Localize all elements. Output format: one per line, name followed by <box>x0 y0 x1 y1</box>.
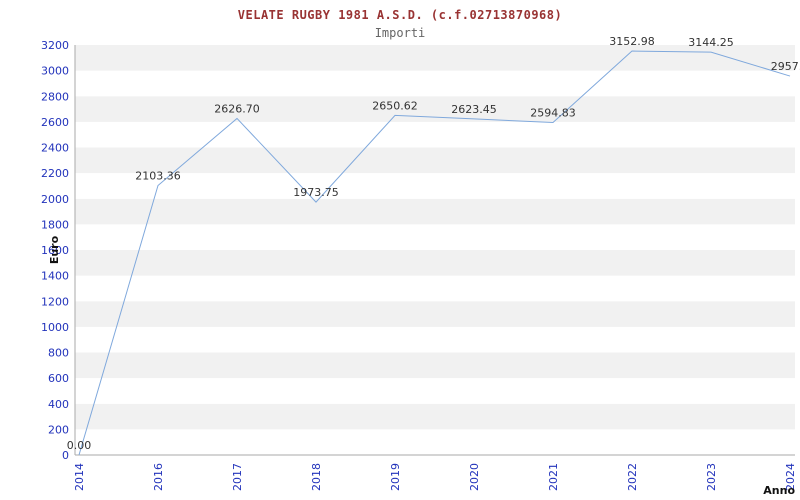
y-tick-label: 800 <box>48 347 69 360</box>
plot-band <box>75 147 795 174</box>
x-tick-label: 2020 <box>468 463 481 491</box>
data-point-label: 0.00 <box>67 439 92 452</box>
x-tick-label: 2021 <box>547 463 560 491</box>
x-tick-label: 2023 <box>705 463 718 491</box>
data-point-label: 1973.75 <box>293 186 339 199</box>
data-point-label: 2594.83 <box>530 107 576 120</box>
plot-band <box>75 326 795 353</box>
y-tick-label: 200 <box>48 423 69 436</box>
x-tick-label: 2016 <box>152 463 165 491</box>
plot-band <box>75 429 795 455</box>
y-tick-label: 1600 <box>41 244 69 257</box>
data-point-label: 2103.36 <box>135 170 181 183</box>
y-tick-label: 600 <box>48 372 69 385</box>
x-tick-label: 2017 <box>231 463 244 491</box>
y-tick-label: 3200 <box>41 39 69 52</box>
data-point-label: 3144.25 <box>688 36 734 49</box>
y-tick-label: 2400 <box>41 142 69 155</box>
plot-band <box>75 250 795 276</box>
data-point-label: 2626.70 <box>214 102 260 115</box>
chart-subtitle: Importi <box>374 26 426 40</box>
y-tick-label: 1000 <box>41 321 69 334</box>
y-tick-label: 3000 <box>41 65 69 78</box>
x-tick-label: 2014 <box>73 463 86 491</box>
y-tick-label: 2200 <box>41 167 69 180</box>
x-tick-label: 2018 <box>310 463 323 491</box>
x-axis-title: Anno <box>763 484 795 497</box>
plot-band <box>75 198 795 225</box>
plot-band <box>75 70 795 97</box>
y-axis-title: Euro <box>48 235 61 264</box>
data-line <box>78 50 791 456</box>
y-tick-label: 1400 <box>41 270 69 283</box>
y-tick-label: 1200 <box>41 295 69 308</box>
y-tick-label: 0 <box>62 449 69 462</box>
plot-band <box>75 121 795 148</box>
data-point-label: 3152.98 <box>609 35 655 48</box>
data-point-label: 2957.7 <box>771 60 800 73</box>
plot-band <box>75 96 795 122</box>
plot-band <box>75 352 795 379</box>
y-tick-label: 400 <box>48 398 69 411</box>
y-tick-label: 2600 <box>41 116 69 129</box>
data-point-label: 2623.45 <box>451 103 497 116</box>
plot-band <box>75 45 795 71</box>
plot-band <box>75 403 795 430</box>
y-tick-label: 2000 <box>41 193 69 206</box>
plot-band <box>75 301 795 327</box>
data-point-label: 2650.62 <box>372 99 418 112</box>
x-tick-label: 2019 <box>389 463 402 491</box>
chart-title: VELATE RUGBY 1981 A.S.D. (c.f.0271387096… <box>237 8 563 22</box>
plot-band <box>75 275 795 302</box>
y-tick-label: 1800 <box>41 218 69 231</box>
x-tick-label: 2022 <box>626 463 639 491</box>
plot-band <box>75 378 795 404</box>
plot-band <box>75 173 795 199</box>
plot-band <box>75 224 795 250</box>
x-tick-label: 2024 <box>784 463 797 491</box>
y-tick-label: 2800 <box>41 90 69 103</box>
